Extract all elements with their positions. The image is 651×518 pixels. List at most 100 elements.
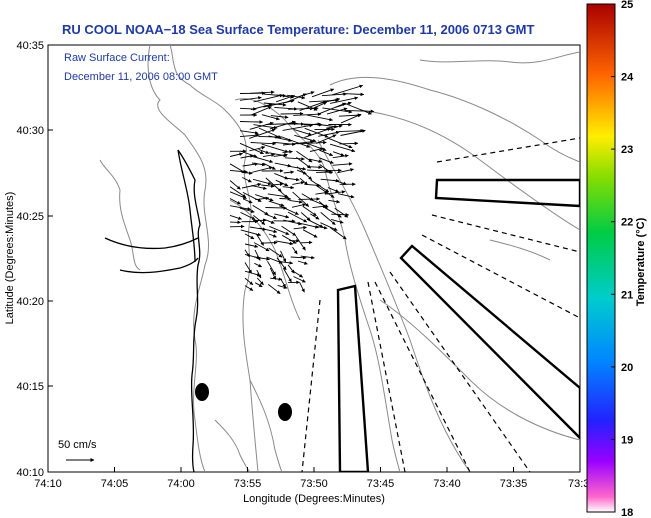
current-vector xyxy=(327,187,340,193)
dashed-line xyxy=(431,214,580,253)
current-vector xyxy=(244,285,254,291)
current-vector xyxy=(331,212,350,217)
current-vector xyxy=(239,130,259,135)
current-vector xyxy=(329,227,347,240)
wedge-outlines xyxy=(336,178,580,472)
current-vector xyxy=(316,225,328,230)
current-vector xyxy=(304,183,321,188)
y-tick-label: 40:35 xyxy=(16,40,44,52)
current-vector xyxy=(273,153,288,157)
current-vector xyxy=(283,268,292,283)
buoy-marker xyxy=(195,383,209,401)
contour-line xyxy=(317,139,471,472)
current-vector xyxy=(339,141,359,146)
current-vector xyxy=(333,179,347,186)
current-vector xyxy=(239,150,258,158)
current-vector xyxy=(293,128,312,136)
current-vector xyxy=(296,140,327,145)
current-vector xyxy=(261,184,275,188)
current-vector xyxy=(268,247,283,258)
current-vector xyxy=(277,284,288,289)
current-vector xyxy=(298,197,321,201)
y-tick-label: 40:20 xyxy=(16,296,44,308)
current-vector xyxy=(281,234,297,244)
coastline xyxy=(104,149,201,472)
current-vector xyxy=(251,162,266,167)
current-vector xyxy=(229,169,248,174)
current-vector xyxy=(263,102,287,107)
annotation-line2: December 11, 2006 08:00 GMT xyxy=(64,71,218,83)
current-vector xyxy=(244,243,259,248)
contour-line xyxy=(329,76,580,163)
current-vector xyxy=(261,114,280,121)
current-vector xyxy=(263,99,295,108)
current-vector xyxy=(296,169,307,175)
current-vector xyxy=(322,107,353,114)
y-tick-label: 40:25 xyxy=(16,211,44,223)
current-vector xyxy=(256,269,262,279)
current-vector xyxy=(302,229,318,238)
current-vector xyxy=(249,128,276,139)
current-vector xyxy=(241,171,253,175)
wedge-polygon xyxy=(399,244,580,440)
coastline-inlet xyxy=(104,237,199,250)
current-vector xyxy=(244,233,255,240)
contour-line xyxy=(229,199,301,321)
dashed-line xyxy=(301,299,321,472)
current-vector xyxy=(316,134,337,144)
y-axis-ticks xyxy=(48,44,53,473)
current-vector xyxy=(326,107,348,115)
current-vector xyxy=(274,213,290,219)
current-vector xyxy=(306,218,324,228)
current-vector xyxy=(269,152,288,158)
current-vector xyxy=(296,150,313,163)
current-vector xyxy=(258,148,270,154)
colorbar-tick-label: 21 xyxy=(621,289,633,301)
current-vector xyxy=(338,113,362,117)
current-vector xyxy=(279,205,299,215)
current-vector xyxy=(332,84,364,96)
current-vector xyxy=(239,142,264,155)
annotation-line1: Raw Surface Current: xyxy=(64,52,170,64)
colorbar-tick-label: 25 xyxy=(621,0,633,11)
x-tick-label: 73:35 xyxy=(500,478,528,490)
current-vector xyxy=(325,190,346,195)
contour-line xyxy=(419,51,580,64)
current-vector xyxy=(287,211,308,223)
current-vector xyxy=(244,262,252,274)
current-vector xyxy=(324,207,342,218)
current-vector xyxy=(286,177,300,182)
x-tick-label: 73:50 xyxy=(300,478,328,490)
current-vector xyxy=(315,191,329,195)
current-vector xyxy=(338,193,355,199)
colorbar-labels: 25 24 23 22 21 20 19 18 xyxy=(621,0,634,518)
current-vector xyxy=(242,198,253,204)
dashed-line xyxy=(389,271,531,472)
current-vector xyxy=(249,121,274,130)
wedge-polygon xyxy=(434,178,580,208)
dashed-line xyxy=(421,234,580,319)
current-vector xyxy=(287,264,295,274)
scale-label: 50 cm/s xyxy=(58,439,97,451)
current-vector xyxy=(307,165,323,170)
current-vector xyxy=(229,180,241,190)
current-vector xyxy=(304,127,329,138)
contour-line xyxy=(249,379,283,472)
y-axis-labels: 40:35 40:30 40:25 40:20 40:15 40:10 xyxy=(16,40,44,479)
current-vector xyxy=(244,277,254,286)
x-tick-label: 74:10 xyxy=(34,478,62,490)
coastline-spit xyxy=(177,149,196,263)
current-vector xyxy=(284,157,305,161)
current-vector xyxy=(240,154,254,159)
current-vector xyxy=(229,191,247,199)
current-vector xyxy=(337,168,354,174)
y-tick-label: 40:30 xyxy=(16,125,44,137)
current-vector xyxy=(270,115,289,119)
contour-line xyxy=(169,45,259,472)
x-axis-label: Longitude (Degrees:Minutes) xyxy=(243,493,385,505)
current-vector xyxy=(311,88,335,98)
current-vector xyxy=(309,147,324,152)
colorbar-tick-label: 20 xyxy=(621,362,633,374)
current-vector xyxy=(295,235,306,251)
